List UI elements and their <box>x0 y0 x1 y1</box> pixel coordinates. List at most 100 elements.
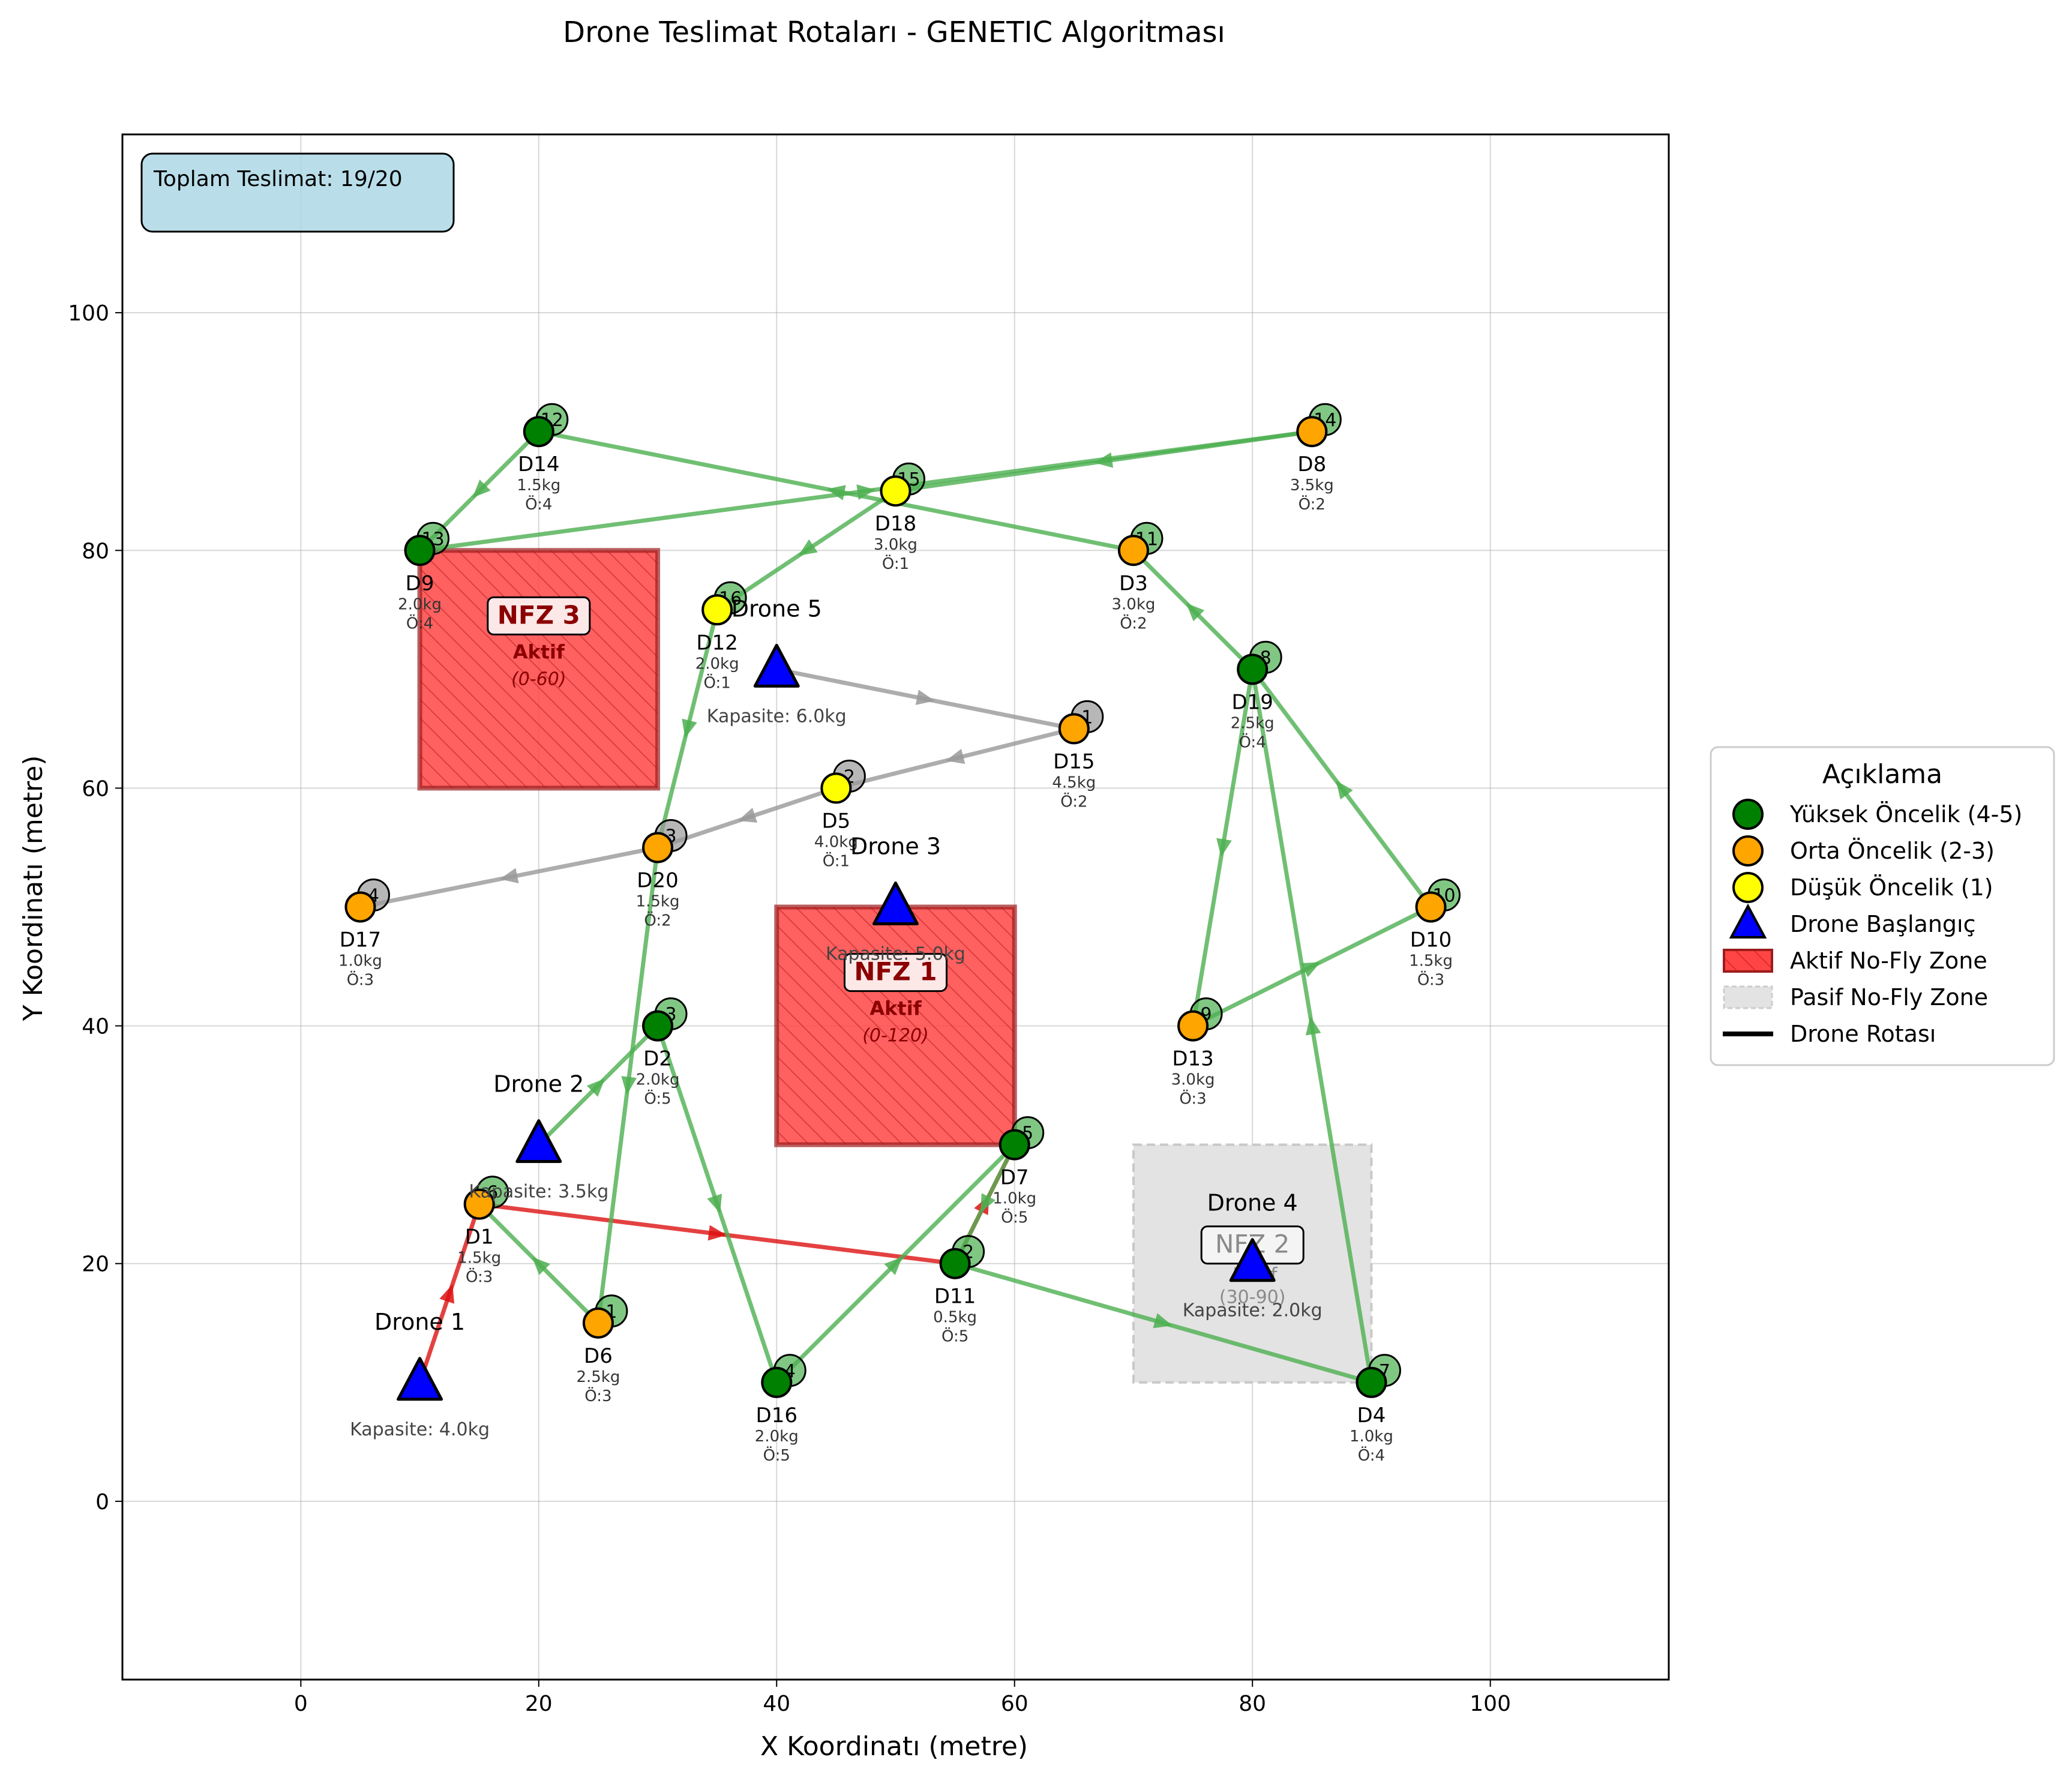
delivery-priority: Ö:2 <box>644 910 671 930</box>
drone-start-marker <box>515 1119 562 1164</box>
route-arrow <box>737 808 758 823</box>
delivery-id: D1 <box>465 1225 494 1249</box>
route-arrow <box>915 689 935 705</box>
x-tick-label: 20 <box>525 1692 553 1716</box>
delivery-priority: Ö:1 <box>823 851 850 870</box>
delivery-weight: 4.0kg <box>814 833 858 851</box>
route-arrow <box>798 539 818 556</box>
legend-marker <box>1732 799 1764 830</box>
route-arrow <box>980 1193 996 1213</box>
delivery-weight: 3.5kg <box>1290 476 1334 494</box>
delivery-weight: 1.0kg <box>1350 1428 1393 1446</box>
legend-marker <box>1729 903 1767 939</box>
delivery-id: D14 <box>518 452 559 476</box>
no-fly-zone-time: (30-90) <box>1219 1287 1286 1308</box>
drone-name: Drone 4 <box>1207 1190 1298 1216</box>
route-arrow <box>532 1257 550 1275</box>
delivery-weight: 1.5kg <box>1409 952 1453 970</box>
delivery-priority: Ö:1 <box>882 554 909 573</box>
delivery-point <box>820 772 852 804</box>
y-tick-label: 100 <box>68 301 109 326</box>
delivery-priority: Ö:3 <box>347 970 374 990</box>
delivery-priority: Ö:2 <box>1120 613 1147 632</box>
delivery-weight: 4.5kg <box>1052 773 1096 791</box>
delivery-point <box>404 535 436 566</box>
route-arrow <box>707 1225 727 1241</box>
delivery-point <box>463 1188 495 1220</box>
drone-capacity: Kapasite: 3.5kg <box>469 1182 608 1203</box>
drone-name: Drone 3 <box>850 833 941 860</box>
y-axis-label: Y Koordinatı (metre) <box>18 755 49 1022</box>
delivery-priority: Ö:2 <box>1060 791 1087 811</box>
drone-start-marker <box>397 1357 443 1401</box>
delivery-weight: 1.0kg <box>338 952 382 970</box>
y-tick-label: 60 <box>82 776 109 801</box>
no-fly-zone-status: Aktif <box>869 997 922 1020</box>
total-deliveries-text: Toplam Teslimat: 19/20 <box>153 167 403 191</box>
x-tick-label: 100 <box>1470 1692 1511 1716</box>
no-fly-zone-time: (0-120) <box>862 1026 929 1047</box>
no-fly-zone-name: NFZ 3 <box>497 600 580 629</box>
legend-label: Drone Rotası <box>1790 1021 1936 1047</box>
drone-capacity: Kapasite: 2.0kg <box>1183 1300 1323 1321</box>
delivery-id: D9 <box>406 571 434 595</box>
delivery-priority: Ö:1 <box>703 673 730 692</box>
delivery-point <box>761 1366 793 1398</box>
delivery-point <box>1296 416 1328 448</box>
drone-capacity: Kapasite: 4.0kg <box>350 1419 490 1440</box>
legend-label: Orta Öncelik (2-3) <box>1790 838 1995 864</box>
route-arrow <box>1305 1016 1321 1036</box>
drone-start-marker <box>1229 1238 1276 1282</box>
delivery-weight: 1.5kg <box>517 476 560 494</box>
route-arrow <box>586 1078 605 1097</box>
drone-name: Drone 5 <box>731 595 822 622</box>
drone-capacity: Kapasite: 6.0kg <box>707 706 847 727</box>
delivery-point <box>1117 535 1149 566</box>
delivery-priority: Ö:5 <box>1001 1208 1028 1227</box>
delivery-id: D5 <box>821 809 850 833</box>
delivery-weight: 1.5kg <box>457 1249 501 1267</box>
delivery-id: D3 <box>1119 571 1148 595</box>
x-axis-label: X Koordinatı (metre) <box>760 1731 1028 1762</box>
delivery-point <box>642 832 674 863</box>
delivery-priority: Ö:5 <box>644 1089 671 1108</box>
delivery-point <box>642 1010 674 1042</box>
delivery-id: D20 <box>637 868 678 892</box>
route-arrow <box>946 748 965 764</box>
legend-label: Düşük Öncelik (1) <box>1790 874 1993 901</box>
delivery-point <box>1058 713 1090 745</box>
x-tick-label: 0 <box>294 1692 308 1716</box>
delivery-point <box>582 1307 614 1339</box>
delivery-id: D11 <box>934 1285 976 1309</box>
delivery-weight: 0.5kg <box>933 1309 977 1327</box>
plot-area: 0 20 40 60 80 100 0 20 40 60 80 100 NFZ 3 Aktif (0-60)… <box>68 133 1670 1716</box>
delivery-point <box>701 594 733 626</box>
legend-marker <box>1732 872 1764 903</box>
delivery-priority: Ö:3 <box>1179 1089 1206 1108</box>
no-fly-zone-hatch <box>417 548 661 791</box>
no-fly-zone-name: NFZ 1 <box>854 957 937 987</box>
legend-frame <box>1710 746 2055 1066</box>
delivery-id: D19 <box>1231 690 1273 714</box>
delivery-point <box>1415 891 1447 923</box>
delivery-priority: Ö:3 <box>584 1386 611 1405</box>
legend-label: Pasif No-Fly Zone <box>1790 984 1988 1011</box>
drone-name: Drone 1 <box>374 1309 465 1335</box>
route-arrow <box>1300 962 1321 978</box>
delivery-id: D8 <box>1297 452 1326 476</box>
drone-name: Drone 2 <box>493 1071 584 1098</box>
x-tick-label: 80 <box>1239 1692 1266 1716</box>
delivery-weight: 1.0kg <box>992 1190 1036 1208</box>
route-arrow <box>499 868 519 883</box>
delivery-id: D7 <box>1000 1166 1029 1190</box>
route-arrow <box>884 1257 902 1275</box>
y-tick-label: 80 <box>82 539 109 563</box>
drone-capacity: Kapasite: 5.0kg <box>826 944 965 965</box>
legend-label: Yüksek Öncelik (4-5) <box>1789 801 2022 827</box>
legend-title: Açıklama <box>1822 759 1942 790</box>
y-tick-label: 20 <box>82 1252 109 1277</box>
delivery-priority: Ö:3 <box>466 1267 493 1287</box>
delivery-weight: 2.0kg <box>636 1071 680 1089</box>
route-arrow <box>1216 838 1232 857</box>
delivery-weight: 2.0kg <box>755 1428 799 1446</box>
